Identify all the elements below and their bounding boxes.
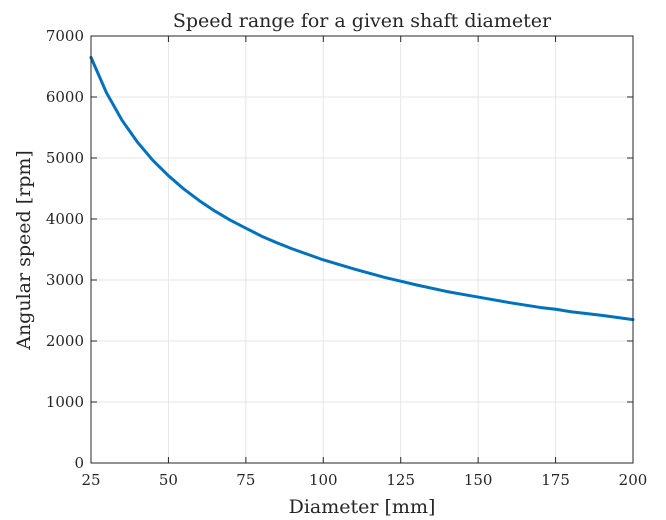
x-tick-label: 25 bbox=[81, 471, 100, 489]
x-tick-label: 75 bbox=[236, 471, 255, 489]
y-tick-label: 4000 bbox=[46, 210, 84, 228]
axes-layer bbox=[90, 35, 634, 464]
chart-title: Speed range for a given shaft diameter bbox=[173, 10, 552, 32]
series-layer bbox=[89, 55, 635, 322]
tick-layer: 25 50 75 100 125 150 175 2000100020003000400050… bbox=[46, 27, 648, 489]
x-tick-label: 175 bbox=[541, 471, 570, 489]
y-tick-label: 0 bbox=[74, 454, 84, 472]
x-axis-label: Diameter [mm] bbox=[289, 496, 436, 518]
x-tick-label: 100 bbox=[309, 471, 338, 489]
x-tick-label: 150 bbox=[464, 471, 493, 489]
y-tick-label: 3000 bbox=[46, 271, 84, 289]
y-tick-label: 6000 bbox=[46, 88, 84, 106]
plot-area-frame bbox=[90, 35, 634, 464]
y-axis-label: Angular speed [rpm] bbox=[13, 150, 35, 351]
y-tick-label: 5000 bbox=[46, 149, 84, 167]
series-line bbox=[89, 55, 635, 322]
x-tick-label: 50 bbox=[159, 471, 178, 489]
y-tick-label: 1000 bbox=[46, 393, 84, 411]
x-tick-label: 200 bbox=[619, 471, 648, 489]
y-tick-label: 7000 bbox=[46, 27, 84, 45]
x-tick-label: 125 bbox=[386, 471, 415, 489]
y-tick-label: 2000 bbox=[46, 332, 84, 350]
